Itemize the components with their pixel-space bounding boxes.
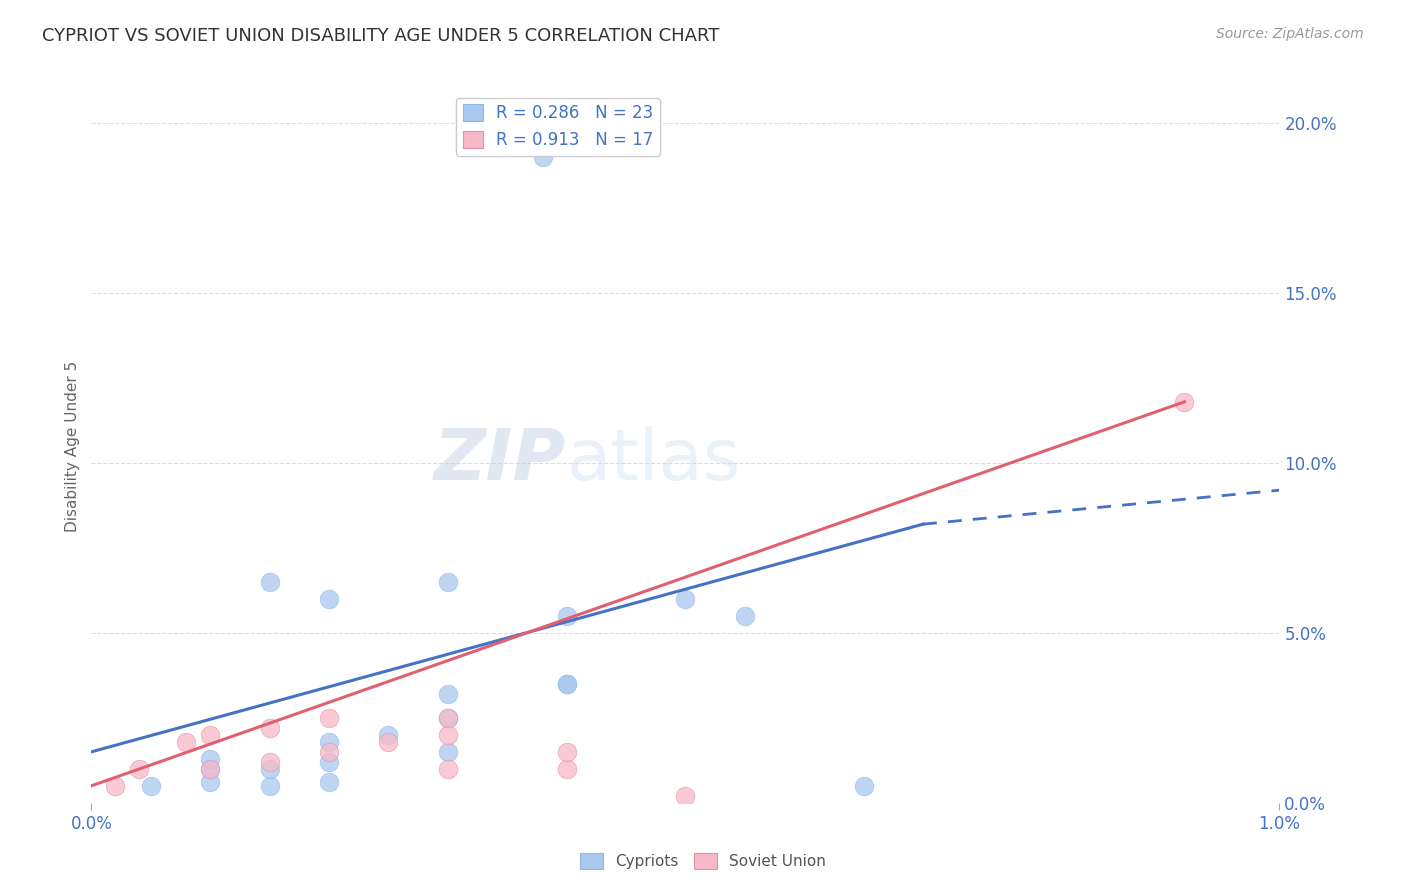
Point — [436, 728, 458, 742]
Point — [318, 755, 340, 769]
Point — [436, 762, 458, 776]
Text: atlas: atlas — [567, 425, 741, 495]
Point — [555, 745, 578, 759]
Point — [436, 711, 458, 725]
Point — [555, 677, 578, 691]
Point — [436, 711, 458, 725]
Point — [436, 687, 458, 701]
Point — [673, 789, 696, 803]
Point — [673, 591, 696, 606]
Point — [318, 734, 340, 748]
Point — [200, 728, 222, 742]
Point — [377, 734, 399, 748]
Point — [436, 745, 458, 759]
Point — [318, 745, 340, 759]
Point — [555, 762, 578, 776]
Point — [377, 728, 399, 742]
Point — [259, 779, 281, 793]
Point — [734, 608, 756, 623]
Point — [139, 779, 162, 793]
Point — [200, 762, 222, 776]
Point — [200, 762, 222, 776]
Point — [104, 779, 127, 793]
Y-axis label: Disability Age Under 5: Disability Age Under 5 — [65, 360, 80, 532]
Point — [259, 721, 281, 735]
Text: ZIP: ZIP — [434, 425, 567, 495]
Legend: R = 0.286   N = 23, R = 0.913   N = 17: R = 0.286 N = 23, R = 0.913 N = 17 — [456, 97, 659, 155]
Point — [318, 775, 340, 789]
Point — [555, 608, 578, 623]
Point — [259, 762, 281, 776]
Point — [200, 751, 222, 765]
Point — [128, 762, 150, 776]
Point — [436, 574, 458, 589]
Point — [259, 574, 281, 589]
Legend: Cypriots, Soviet Union: Cypriots, Soviet Union — [574, 847, 832, 875]
Point — [259, 755, 281, 769]
Text: Source: ZipAtlas.com: Source: ZipAtlas.com — [1216, 27, 1364, 41]
Point — [200, 775, 222, 789]
Point — [852, 779, 875, 793]
Point — [555, 677, 578, 691]
Point — [318, 711, 340, 725]
Point — [1173, 394, 1195, 409]
Text: CYPRIOT VS SOVIET UNION DISABILITY AGE UNDER 5 CORRELATION CHART: CYPRIOT VS SOVIET UNION DISABILITY AGE U… — [42, 27, 720, 45]
Point — [318, 591, 340, 606]
Point — [176, 734, 198, 748]
Point — [531, 150, 554, 164]
